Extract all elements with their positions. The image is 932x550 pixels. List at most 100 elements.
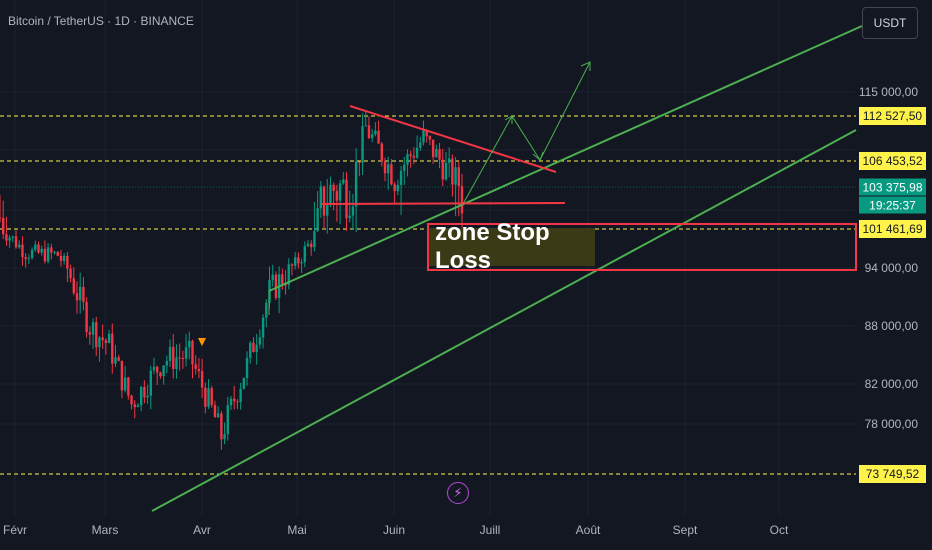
price-tick: 82 000,00 bbox=[864, 377, 918, 391]
candle-body bbox=[5, 234, 8, 241]
candle-body bbox=[441, 159, 444, 180]
candle-body bbox=[149, 370, 152, 396]
candle-body bbox=[444, 162, 448, 180]
candle-body bbox=[143, 386, 146, 398]
candle-body bbox=[316, 208, 319, 232]
lightning-icon[interactable]: ⚡ bbox=[447, 482, 469, 504]
candle-body bbox=[30, 249, 34, 259]
candle-body bbox=[419, 142, 422, 148]
candle-body bbox=[114, 357, 117, 364]
candle-body bbox=[156, 366, 159, 373]
candle-body bbox=[351, 206, 355, 216]
channel-lower-line bbox=[151, 129, 857, 512]
trend-drawings bbox=[151, 25, 863, 512]
candle-body bbox=[194, 364, 197, 369]
level-badge: 112 527,50 bbox=[859, 107, 926, 125]
candle-body bbox=[120, 360, 124, 391]
candle-body bbox=[165, 360, 169, 366]
candle-body bbox=[338, 183, 342, 201]
candle-body bbox=[69, 268, 72, 279]
last-price-badge: 103 375,98 bbox=[859, 178, 926, 196]
candle-body bbox=[303, 246, 306, 263]
candle-body bbox=[284, 284, 287, 286]
horizontal-levels bbox=[0, 115, 856, 475]
candle-body bbox=[107, 333, 111, 344]
candle-body bbox=[207, 388, 210, 407]
candle-body bbox=[2, 217, 5, 235]
candle-body bbox=[454, 167, 457, 185]
time-tick: Sept bbox=[672, 523, 698, 537]
price-tick: 115 000,00 bbox=[858, 85, 918, 99]
level-badge: 73 749,52 bbox=[859, 465, 926, 483]
candle-body bbox=[239, 388, 242, 403]
candlestick-series bbox=[0, 110, 464, 450]
level-badge: 106 453,52 bbox=[859, 152, 926, 170]
candle-body bbox=[210, 388, 213, 406]
candle-body bbox=[75, 293, 79, 301]
candle-body bbox=[79, 286, 82, 301]
candle-body bbox=[85, 302, 88, 333]
candle-body bbox=[139, 386, 143, 406]
arrow-head-icon bbox=[504, 115, 513, 124]
candle-body bbox=[146, 395, 149, 398]
candle-body bbox=[425, 130, 428, 137]
candle-body bbox=[345, 179, 348, 219]
candle-body bbox=[88, 332, 92, 335]
candle-body bbox=[14, 236, 18, 248]
candle-body bbox=[245, 357, 249, 378]
candle-body bbox=[220, 413, 223, 440]
candle-body bbox=[53, 251, 56, 253]
candle-body bbox=[136, 405, 140, 408]
currency-button[interactable]: USDT bbox=[862, 7, 918, 39]
candle-body bbox=[361, 126, 364, 163]
candle-body bbox=[354, 161, 358, 207]
candle-body bbox=[27, 258, 31, 260]
candle-body bbox=[409, 154, 412, 156]
candle-body bbox=[95, 322, 98, 348]
candle-body bbox=[271, 274, 274, 281]
resistance-line bbox=[349, 105, 557, 173]
candle-body bbox=[367, 125, 371, 139]
candle-body bbox=[11, 236, 15, 238]
candle-body bbox=[335, 190, 339, 201]
candle-body bbox=[223, 434, 226, 440]
support-line bbox=[321, 202, 566, 205]
candle-body bbox=[200, 371, 204, 388]
candle-body bbox=[322, 186, 326, 216]
candle-body bbox=[329, 184, 332, 206]
candle-body bbox=[297, 257, 300, 264]
candle-body bbox=[435, 149, 438, 158]
candle-body bbox=[226, 405, 229, 435]
candle-body bbox=[216, 413, 220, 418]
candle-body bbox=[130, 395, 133, 405]
candle-body bbox=[265, 302, 268, 318]
candle-body bbox=[152, 366, 156, 371]
candle-body bbox=[438, 149, 441, 160]
candle-body bbox=[184, 347, 188, 359]
candle-body bbox=[287, 264, 290, 285]
candle-body bbox=[255, 344, 258, 353]
candle-body bbox=[46, 247, 50, 262]
candle-body bbox=[293, 257, 297, 266]
candle-body bbox=[300, 262, 303, 264]
time-tick: Août bbox=[575, 523, 601, 537]
price-tick: 94 000,00 bbox=[864, 261, 918, 275]
chart-title: Bitcoin / TetherUS · 1D · BINANCE bbox=[8, 14, 194, 28]
candle-body bbox=[261, 317, 265, 338]
candle-body bbox=[229, 398, 233, 406]
candle-body bbox=[8, 237, 11, 241]
candle-body bbox=[399, 170, 403, 185]
candle-body bbox=[178, 357, 181, 359]
candle-body bbox=[451, 158, 454, 185]
stop-loss-zone-box bbox=[427, 223, 857, 271]
candle-body bbox=[403, 164, 406, 171]
candle-body bbox=[242, 377, 246, 389]
price-tick: 88 000,00 bbox=[864, 319, 918, 333]
candle-body bbox=[236, 401, 239, 403]
candle-body bbox=[117, 357, 120, 361]
candle-body bbox=[91, 322, 95, 335]
candle-body bbox=[181, 358, 185, 360]
time-tick: Mai bbox=[287, 523, 307, 537]
candle-body bbox=[319, 186, 323, 209]
